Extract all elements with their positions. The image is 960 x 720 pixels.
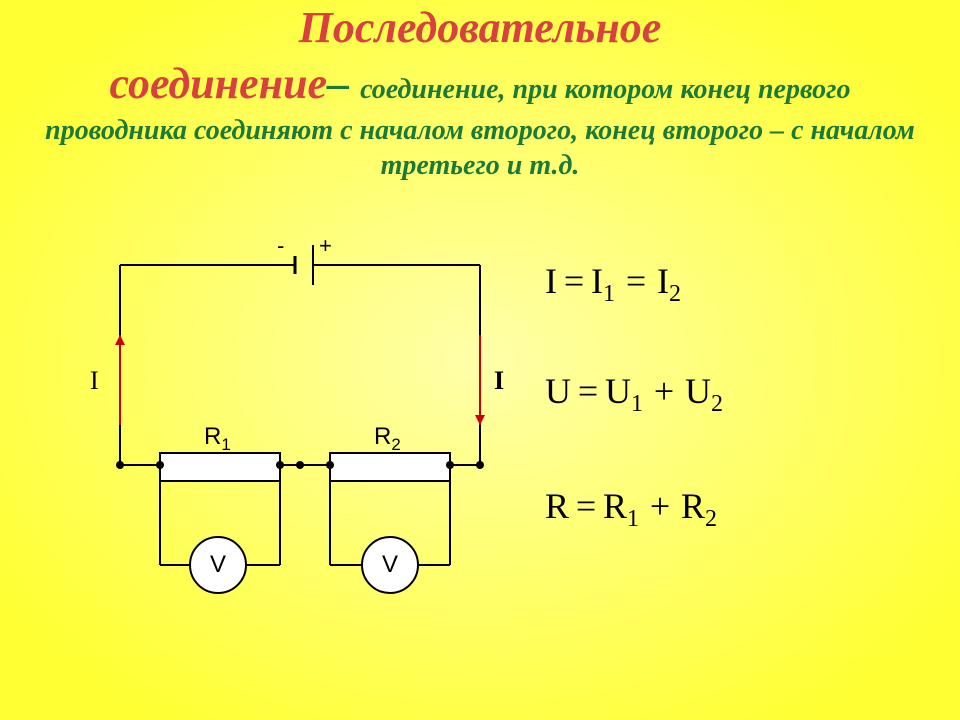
r2-letter: R [374, 423, 391, 450]
current-label-left: I [90, 366, 99, 396]
battery-minus-label: - [277, 233, 284, 259]
voltmeter-2-label: V [360, 551, 420, 579]
r2-sub: 2 [391, 435, 400, 454]
battery-plus-label: + [319, 233, 332, 259]
resistor-r2-label: R2 [374, 423, 401, 455]
circuit-diagram: - + I I R1 R2 V V [100, 235, 500, 615]
voltmeter-1-label: V [188, 551, 248, 579]
title-line2-red: соединение [110, 59, 328, 108]
r1-sub: 1 [221, 435, 230, 454]
formula-resistance: R=R1+R2 [545, 485, 717, 533]
title-dash: – [327, 59, 360, 108]
formula-current: I=I1=I2 [545, 260, 681, 308]
current-label-right: I [494, 366, 504, 396]
title-line1: Последовательное [299, 3, 662, 52]
heading: Последовательное соединение– соединение,… [0, 0, 960, 184]
formulas-block: I=I1=I2 U=U1+U2 R=R1+R2 [545, 260, 945, 640]
formula-voltage: U=U1+U2 [545, 370, 723, 418]
resistor-r1-label: R1 [204, 423, 231, 455]
circuit-svg [100, 235, 500, 615]
r1-letter: R [204, 423, 221, 450]
